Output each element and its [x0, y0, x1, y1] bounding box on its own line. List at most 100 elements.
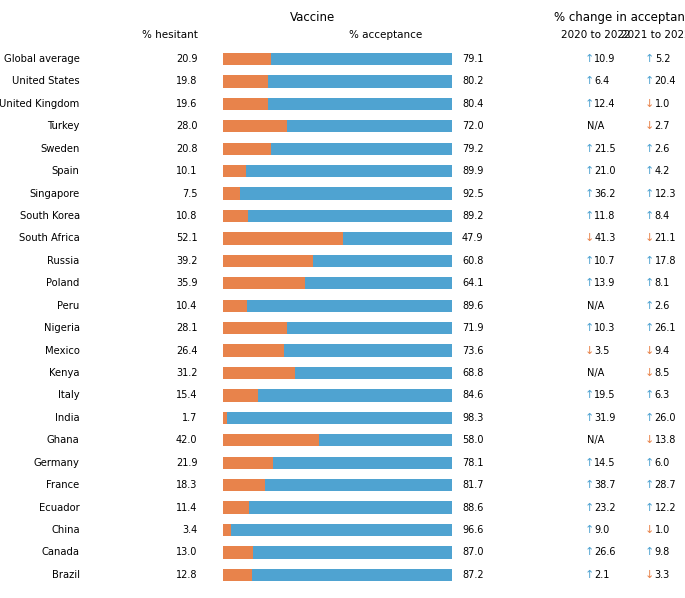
Text: 9.8: 9.8 [655, 547, 670, 557]
Text: 2021 to 2022: 2021 to 2022 [621, 30, 685, 40]
Bar [319, 434, 452, 447]
Text: 42.0: 42.0 [176, 435, 197, 446]
Text: ↑: ↑ [584, 77, 594, 87]
Text: 9.0: 9.0 [594, 525, 610, 535]
Text: 8.5: 8.5 [655, 368, 670, 378]
Text: ↑: ↑ [645, 256, 655, 266]
Text: Italy: Italy [58, 390, 79, 401]
Bar [223, 187, 240, 200]
Bar [223, 524, 231, 536]
Bar [248, 210, 452, 222]
Bar [223, 389, 258, 402]
Text: Sweden: Sweden [40, 144, 79, 154]
Text: 10.4: 10.4 [176, 301, 197, 311]
Text: 73.6: 73.6 [462, 346, 484, 356]
Bar [223, 277, 306, 289]
Text: ↑: ↑ [584, 525, 594, 535]
Text: % hesitant: % hesitant [142, 30, 197, 40]
Text: 6.3: 6.3 [655, 390, 670, 401]
Text: 89.9: 89.9 [462, 166, 484, 176]
Text: ↑: ↑ [645, 188, 655, 199]
Bar [287, 120, 452, 133]
Text: 15.4: 15.4 [176, 390, 197, 401]
Text: 10.1: 10.1 [176, 166, 197, 176]
Text: ↑: ↑ [584, 144, 594, 154]
Bar [223, 434, 319, 447]
Bar [265, 479, 452, 492]
Text: China: China [51, 525, 79, 535]
Text: 19.8: 19.8 [176, 77, 197, 87]
Bar [271, 142, 452, 155]
Text: ↓: ↓ [645, 368, 655, 378]
Text: 12.2: 12.2 [655, 502, 676, 512]
Bar [295, 367, 452, 379]
Text: ↓: ↓ [645, 570, 655, 580]
Text: 41.3: 41.3 [594, 233, 616, 243]
Text: 71.9: 71.9 [462, 323, 484, 333]
Text: 8.4: 8.4 [655, 211, 670, 221]
Text: ↑: ↑ [584, 54, 594, 64]
Text: 4.2: 4.2 [655, 166, 670, 176]
Text: Nigeria: Nigeria [44, 323, 79, 333]
Text: 1.7: 1.7 [182, 413, 197, 423]
Text: 26.1: 26.1 [655, 323, 676, 333]
Text: 31.9: 31.9 [594, 413, 616, 423]
Bar [268, 97, 452, 110]
Text: 68.8: 68.8 [462, 368, 484, 378]
Text: 28.0: 28.0 [176, 121, 197, 132]
Text: ↑: ↑ [645, 547, 655, 557]
Bar [253, 546, 452, 559]
Bar [223, 479, 265, 492]
Bar [227, 411, 452, 424]
Text: 78.1: 78.1 [462, 457, 484, 468]
Text: Germany: Germany [34, 457, 79, 468]
Bar [223, 300, 247, 312]
Text: United States: United States [12, 77, 79, 87]
Text: 92.5: 92.5 [462, 188, 484, 199]
Text: ↓: ↓ [645, 346, 655, 356]
Text: ↓: ↓ [584, 346, 594, 356]
Text: 12.3: 12.3 [655, 188, 676, 199]
Text: 3.3: 3.3 [655, 570, 670, 580]
Text: Ghana: Ghana [47, 435, 79, 446]
Text: ↑: ↑ [645, 502, 655, 512]
Text: ↓: ↓ [645, 121, 655, 132]
Bar [252, 569, 452, 581]
Text: Kenya: Kenya [49, 368, 79, 378]
Text: ↑: ↑ [645, 413, 655, 423]
Bar [269, 75, 452, 88]
Bar [223, 546, 253, 559]
Text: 18.3: 18.3 [176, 480, 197, 490]
Bar [223, 97, 268, 110]
Text: 17.8: 17.8 [655, 256, 676, 266]
Text: Brazil: Brazil [51, 570, 79, 580]
Bar [223, 501, 249, 514]
Text: Singapore: Singapore [29, 188, 79, 199]
Text: 36.2: 36.2 [594, 188, 616, 199]
Bar [223, 456, 273, 469]
Text: Canada: Canada [42, 547, 79, 557]
Text: N/A: N/A [587, 121, 604, 132]
Text: 80.4: 80.4 [462, 99, 484, 109]
Text: 96.6: 96.6 [462, 525, 484, 535]
Text: 11.4: 11.4 [176, 502, 197, 512]
Bar [271, 53, 452, 65]
Text: 23.2: 23.2 [594, 502, 616, 512]
Bar [342, 232, 452, 245]
Text: ↑: ↑ [584, 166, 594, 176]
Bar [306, 277, 452, 289]
Text: 28.1: 28.1 [176, 323, 197, 333]
Text: ↑: ↑ [584, 390, 594, 401]
Text: 19.5: 19.5 [594, 390, 616, 401]
Text: 8.1: 8.1 [655, 278, 670, 288]
Text: 26.4: 26.4 [176, 346, 197, 356]
Text: 84.6: 84.6 [462, 390, 484, 401]
Bar [223, 120, 287, 133]
Text: 2.6: 2.6 [655, 144, 670, 154]
Text: 13.0: 13.0 [176, 547, 197, 557]
Text: ↑: ↑ [645, 390, 655, 401]
Bar [223, 210, 248, 222]
Bar [313, 255, 452, 267]
Text: 12.8: 12.8 [176, 570, 197, 580]
Text: ↓: ↓ [645, 525, 655, 535]
